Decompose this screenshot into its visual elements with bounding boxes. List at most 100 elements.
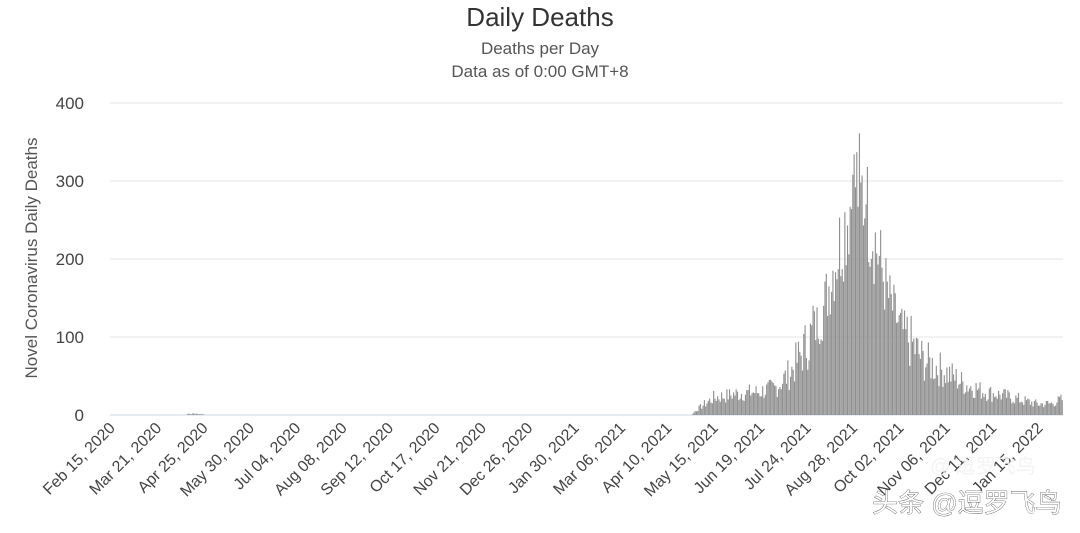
bar xyxy=(923,380,925,415)
bar xyxy=(819,344,821,415)
bar xyxy=(739,398,741,415)
bar xyxy=(698,405,700,415)
bar xyxy=(915,337,917,415)
bar xyxy=(1002,393,1004,415)
bar xyxy=(831,291,833,415)
y-tick-labels: 0 100 200 300 400 xyxy=(56,94,84,425)
bar xyxy=(740,393,743,415)
bar xyxy=(873,283,875,415)
bar xyxy=(827,315,829,415)
bar xyxy=(829,314,831,415)
bar xyxy=(725,402,727,415)
bar xyxy=(1012,401,1014,415)
bar xyxy=(865,204,867,415)
bar xyxy=(856,152,858,415)
watermark-line2: 头条 @逗罗飞鸟 xyxy=(872,488,1062,518)
bar xyxy=(1004,389,1006,415)
bar xyxy=(996,398,998,415)
bar xyxy=(196,413,198,415)
bar xyxy=(821,340,823,415)
bar xyxy=(1019,402,1021,415)
bar xyxy=(691,414,693,415)
bar xyxy=(707,400,709,415)
bar xyxy=(710,402,712,415)
bar xyxy=(934,378,936,415)
bar xyxy=(950,381,952,415)
bar xyxy=(780,389,782,415)
bar xyxy=(705,406,707,415)
bar xyxy=(1057,396,1059,415)
bar xyxy=(795,342,797,415)
bar xyxy=(801,370,804,415)
bar xyxy=(946,367,948,415)
bar xyxy=(850,209,853,415)
bar xyxy=(1021,402,1024,415)
bar xyxy=(849,206,851,415)
bar xyxy=(994,397,996,415)
bar xyxy=(770,379,772,415)
bar xyxy=(1053,406,1055,415)
bar xyxy=(723,398,725,415)
y-tick-label: 400 xyxy=(56,94,84,113)
bar xyxy=(714,398,716,415)
bar xyxy=(803,333,805,415)
bar xyxy=(743,400,745,415)
bar xyxy=(991,401,993,415)
bar xyxy=(1040,403,1042,415)
bar xyxy=(975,383,977,415)
bar xyxy=(889,275,891,415)
bar xyxy=(711,403,713,415)
bar xyxy=(804,325,806,415)
bar xyxy=(188,413,190,415)
bar xyxy=(779,386,781,415)
bar xyxy=(877,264,879,415)
bar xyxy=(836,279,838,415)
bar xyxy=(974,397,976,415)
chart-subtitle-line2: Data as of 0:00 GMT+8 xyxy=(451,62,628,81)
bar xyxy=(1041,403,1043,415)
bar xyxy=(1056,402,1058,415)
bar xyxy=(767,382,769,415)
bar xyxy=(952,374,955,415)
bar xyxy=(815,340,817,415)
bar xyxy=(746,390,748,415)
bar xyxy=(885,258,887,415)
bar xyxy=(748,384,750,415)
bar xyxy=(713,390,715,415)
bar xyxy=(881,267,883,415)
bar xyxy=(190,414,192,415)
bar xyxy=(841,269,843,415)
bar xyxy=(1025,400,1028,415)
bar xyxy=(868,262,870,415)
bar xyxy=(886,281,888,415)
bar xyxy=(874,232,876,415)
bar xyxy=(699,404,701,415)
bar xyxy=(999,394,1001,415)
bar xyxy=(986,400,988,415)
bar xyxy=(956,388,959,415)
bar xyxy=(892,310,894,415)
bar xyxy=(787,360,789,415)
bar xyxy=(983,397,985,415)
bar xyxy=(1039,405,1041,415)
bar xyxy=(907,342,910,415)
bar xyxy=(878,255,880,415)
bar xyxy=(901,308,903,415)
bar xyxy=(926,363,928,415)
bar xyxy=(857,206,859,415)
bar xyxy=(959,383,961,415)
bar xyxy=(820,339,822,415)
bar xyxy=(808,360,810,415)
bar xyxy=(1027,398,1029,415)
watermark-line1: @ 逗罗飞鸟 xyxy=(930,455,1036,478)
bar xyxy=(1031,401,1033,415)
bar xyxy=(905,329,907,415)
bar xyxy=(785,383,788,415)
bar xyxy=(890,294,892,415)
bar xyxy=(995,396,997,415)
bar xyxy=(988,388,990,415)
bar xyxy=(731,398,733,415)
bar xyxy=(909,365,911,415)
bar xyxy=(1044,404,1046,415)
